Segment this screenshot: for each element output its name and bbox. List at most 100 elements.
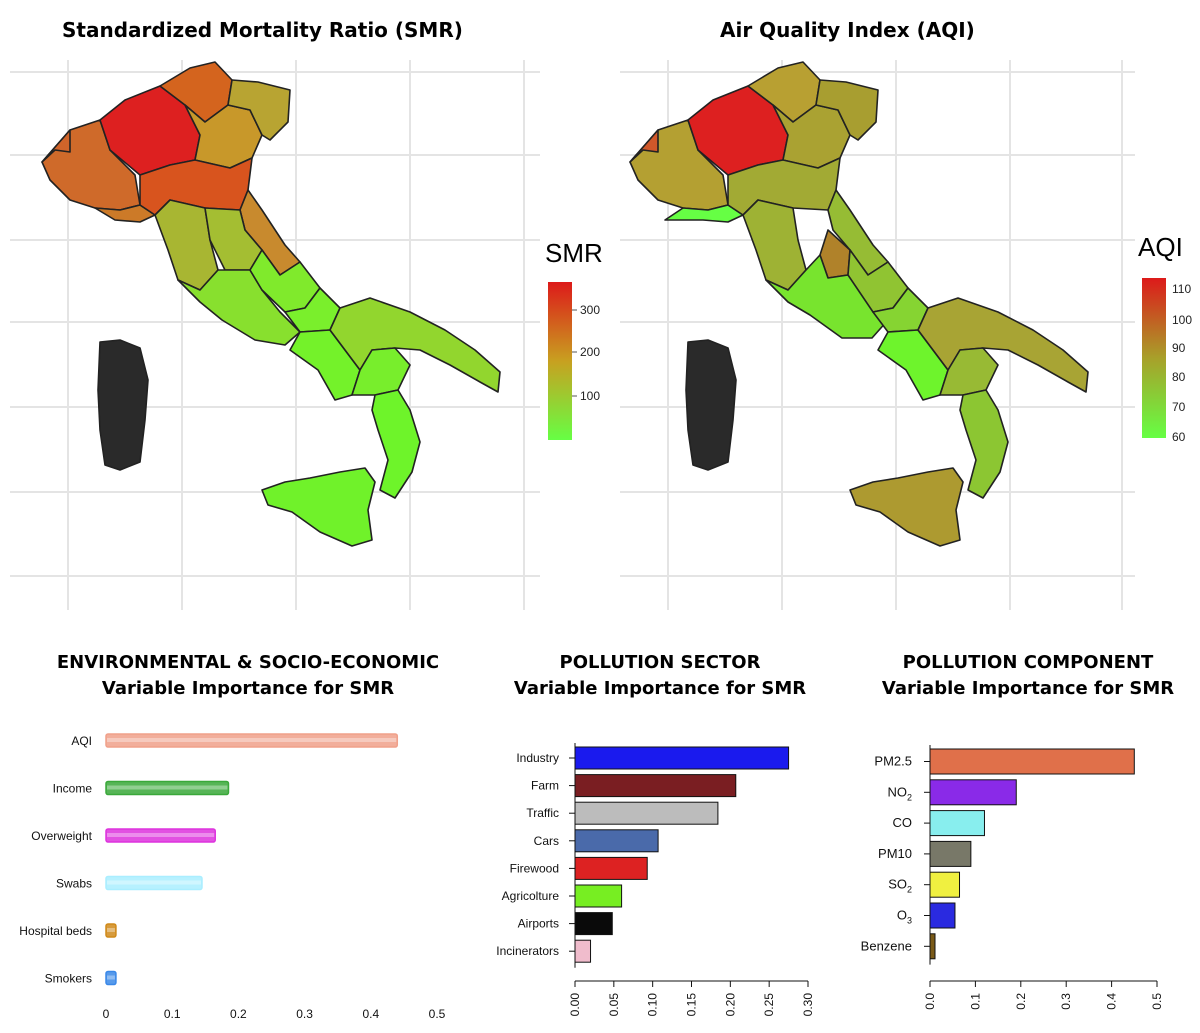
x-tick-label: 0.15	[685, 993, 699, 1017]
bar	[105, 828, 216, 843]
aqi-legend-tick: 60	[1172, 430, 1186, 444]
bar-highlight	[107, 880, 201, 885]
x-tick-label: 0.3	[1059, 993, 1073, 1010]
chart3-title: POLLUTION COMPONENT Variable Importance …	[858, 650, 1198, 702]
aqi-legend-tick: 90	[1172, 341, 1186, 355]
bar	[574, 774, 737, 798]
bar-label: Smokers	[45, 972, 92, 986]
smr-legend-tick: 200	[580, 345, 600, 359]
bar	[929, 871, 961, 898]
bar-label: Swabs	[56, 877, 92, 891]
region-lazio	[177, 269, 301, 346]
smr-map-title: Standardized Mortality Ratio (SMR)	[62, 18, 463, 42]
aqi-legend-tick: 80	[1172, 370, 1186, 384]
x-tick-label: 0.25	[762, 993, 776, 1017]
bar-label: Industry	[516, 751, 559, 765]
bar-label: AQI	[71, 734, 92, 748]
bar	[105, 780, 230, 796]
bar-label: Hospital beds	[19, 924, 92, 938]
bar-highlight	[107, 833, 215, 837]
chart-pollution-sector: Industry Farm Traffic Cars Firewood Agricoltu…	[496, 743, 815, 1017]
bar-label: Airports	[518, 917, 559, 931]
bar-label: CO	[893, 815, 913, 830]
bar	[105, 970, 117, 986]
aqi-legend-title: AQI	[1138, 232, 1183, 262]
smr-map: SMR 300 200 100	[10, 60, 603, 610]
bar-label: Agricolture	[502, 889, 560, 903]
x-tick-label: 0.4	[362, 1007, 379, 1021]
bar	[929, 933, 936, 960]
bar-label: Cars	[534, 834, 559, 848]
bar	[105, 733, 399, 748]
chart2-title: POLLUTION SECTOR Variable Importance for…	[490, 650, 830, 702]
x-tick-label: 0.20	[723, 993, 737, 1017]
chart2-subtitle: Variable Importance for SMR	[513, 678, 807, 699]
bar-label: SO2	[888, 877, 912, 895]
region-toscana	[742, 199, 807, 291]
x-tick-label: 0.3	[296, 1007, 313, 1021]
bar-label: O3	[897, 908, 912, 926]
x-tick-label: 0.0	[923, 993, 937, 1010]
bar-label: Income	[53, 782, 93, 796]
region-valle-aosta	[41, 129, 71, 163]
bar	[929, 902, 956, 929]
bar-label: Overweight	[31, 829, 92, 843]
x-tick-label: 0	[103, 1007, 110, 1021]
region-sardegna	[97, 339, 149, 471]
bar-highlight	[107, 738, 397, 742]
smr-legend-tick: 100	[580, 389, 600, 403]
bar	[574, 746, 790, 770]
bar-highlight	[107, 975, 115, 980]
bar	[574, 884, 623, 908]
bar-label: NO2	[887, 784, 912, 802]
x-tick-label: 0.00	[568, 993, 582, 1017]
region-friuli	[815, 79, 879, 141]
bar-label: Incinerators	[496, 944, 559, 958]
x-tick-label: 0.10	[646, 993, 660, 1017]
smr-legend-colorbar	[548, 282, 572, 440]
aqi-map: AQI 110 100 90 80 70 60	[620, 60, 1192, 610]
aqi-legend-tick: 110	[1172, 282, 1191, 296]
region-puglia	[329, 297, 501, 393]
bar	[929, 748, 1135, 775]
chart1-title-line: ENVIRONMENTAL & SOCIO-ECONOMIC	[56, 652, 440, 673]
x-tick-label: 0.1	[968, 993, 982, 1010]
bar	[574, 939, 592, 963]
region-calabria	[959, 389, 1009, 499]
region-sicilia	[261, 467, 376, 547]
bar-label: Benzene	[861, 938, 912, 953]
x-tick-label: 0.2	[230, 1007, 247, 1021]
region-basilicata	[351, 347, 411, 396]
smr-legend-title: SMR	[545, 238, 603, 268]
region-basilicata	[939, 347, 999, 396]
aqi-map-title: Air Quality Index (AQI)	[720, 18, 975, 42]
x-tick-label: 0.5	[429, 1007, 446, 1021]
chart2-title-line: POLLUTION SECTOR	[559, 652, 761, 673]
bar	[105, 875, 203, 891]
region-veneto	[772, 104, 851, 169]
bar-label: PM10	[878, 846, 912, 861]
x-tick-label: 0.05	[607, 993, 621, 1017]
bar-label: Traffic	[526, 806, 559, 820]
x-tick-label: 0.4	[1105, 993, 1119, 1010]
region-friuli	[227, 79, 291, 141]
x-tick-label: 0.5	[1150, 993, 1164, 1010]
bar	[574, 801, 719, 825]
region-liguria	[664, 204, 744, 223]
bar-label: Firewood	[510, 861, 559, 875]
chart-env-socio: AQI Income Overweight Swabs Hospital beds Smo…	[19, 733, 446, 1021]
bar	[929, 840, 972, 867]
chart3-title-line: POLLUTION COMPONENT	[902, 652, 1154, 673]
aqi-legend-tick: 70	[1172, 400, 1186, 414]
aqi-legend-tick: 100	[1172, 313, 1192, 327]
region-valle-aosta	[629, 129, 659, 163]
region-veneto	[184, 104, 263, 169]
chart-pollution-component: PM2.5 NO2 CO PM10 SO2 O3 Benzene 0.0 0.1 0.2 0.3 0.…	[861, 745, 1164, 1010]
bar-highlight	[107, 928, 115, 932]
region-sardegna	[685, 339, 737, 471]
bar	[574, 856, 648, 880]
chart1-title: ENVIRONMENTAL & SOCIO-ECONOMIC Variable …	[28, 650, 468, 702]
region-calabria	[371, 389, 421, 499]
x-tick-label: 0.2	[1014, 993, 1028, 1010]
bar-highlight	[107, 785, 228, 790]
